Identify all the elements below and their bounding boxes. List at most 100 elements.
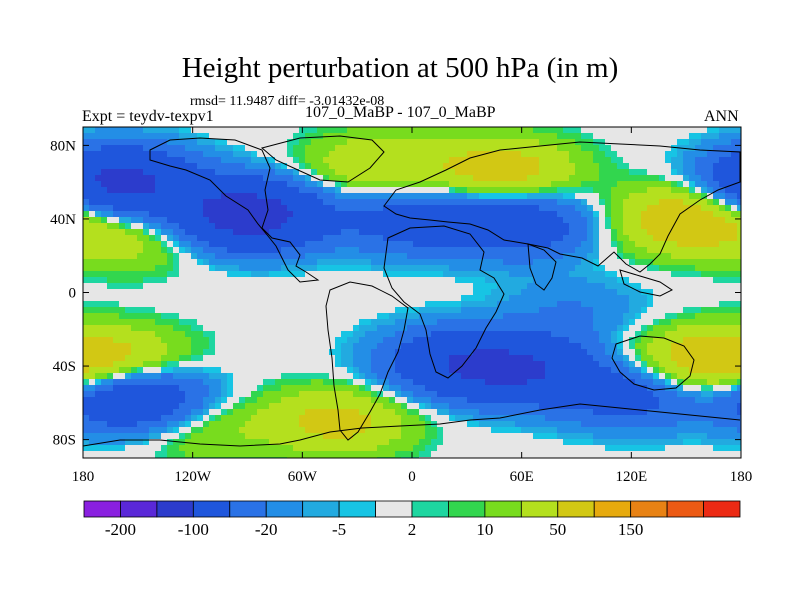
field-cell [275,319,282,326]
field-cell [155,313,162,320]
field-cell [281,361,288,368]
field-cell [101,331,108,338]
field-cell [569,271,576,278]
field-cell [449,175,456,182]
field-cell [317,217,324,224]
field-cell [119,295,126,302]
field-cell [587,223,594,230]
field-cell [113,367,120,374]
field-cell [425,331,432,338]
field-cell [737,337,741,344]
field-cell [677,223,684,230]
field-cell [503,139,510,146]
field-cell [455,169,462,176]
field-cell [737,385,741,392]
field-cell [629,313,636,320]
field-cell [617,205,624,212]
field-cell [617,373,624,380]
field-cell [305,289,312,296]
field-cell [617,325,624,332]
field-cell [719,199,726,206]
field-cell [725,301,732,308]
field-cell [455,163,462,170]
field-cell [233,355,240,362]
field-cell [395,247,402,254]
field-cell [359,181,366,188]
field-cell [371,241,378,248]
field-cell [449,337,456,344]
field-cell [131,133,138,140]
field-cell [521,361,528,368]
field-cell [563,127,570,134]
field-cell [155,133,162,140]
field-cell [125,349,132,356]
field-cell [227,373,234,380]
field-cell [701,133,708,140]
field-cell [707,367,714,374]
field-cell [737,163,741,170]
field-cell [251,151,258,158]
field-cell [449,295,456,302]
field-cell [491,211,498,218]
field-cell [551,133,558,140]
field-cell [731,295,738,302]
field-cell [503,337,510,344]
field-cell [137,187,144,194]
field-cell [455,289,462,296]
field-cell [461,133,468,140]
field-cell [605,271,612,278]
field-cell [683,175,690,182]
field-cell [383,169,390,176]
field-cell [503,253,510,260]
field-cell [467,259,474,266]
field-cell [191,349,198,356]
field-cell [173,313,180,320]
field-cell [707,265,714,272]
field-cell [473,379,480,386]
field-cell [563,325,570,332]
field-cell [455,307,462,314]
field-cell [155,289,162,296]
field-cell [431,253,438,260]
field-cell [467,385,474,392]
field-cell [323,397,330,404]
field-cell [605,157,612,164]
field-cell [671,157,678,164]
field-cell [179,313,186,320]
field-cell [683,361,690,368]
field-cell [737,241,741,248]
field-cell [671,247,678,254]
field-cell [719,223,726,230]
field-cell [503,223,510,230]
field-cell [281,343,288,350]
field-cell [287,241,294,248]
field-cell [197,253,204,260]
field-cell [737,229,741,236]
field-cell [533,313,540,320]
field-cell [353,259,360,266]
field-cell [299,385,306,392]
field-cell [125,367,132,374]
field-cell [461,337,468,344]
field-cell [647,223,654,230]
field-cell [95,367,102,374]
field-cell [173,229,180,236]
field-cell [737,205,741,212]
field-cell [323,325,330,332]
field-cell [329,163,336,170]
field-cell [221,343,228,350]
field-cell [119,301,126,308]
field-cell [485,319,492,326]
field-cell [365,181,372,188]
field-cell [281,289,288,296]
field-cell [131,367,138,374]
field-cell [569,265,576,272]
field-cell [707,247,714,254]
field-cell [251,139,258,146]
field-cell [83,241,90,248]
field-cell [263,391,270,398]
field-cell [407,271,414,278]
field-cell [323,151,330,158]
field-cell [89,181,96,188]
field-cell [167,151,174,158]
